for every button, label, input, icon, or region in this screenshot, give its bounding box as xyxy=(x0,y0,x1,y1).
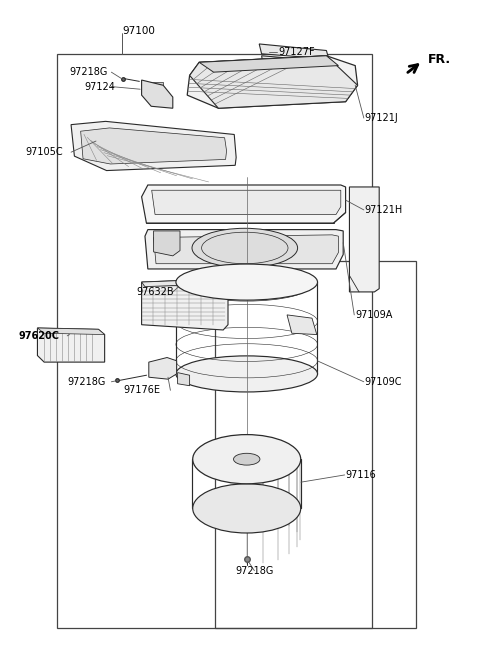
Text: 97124: 97124 xyxy=(84,81,115,92)
Text: 97218G: 97218G xyxy=(70,67,108,77)
Text: 97116: 97116 xyxy=(346,470,376,480)
Polygon shape xyxy=(154,235,338,264)
Ellipse shape xyxy=(176,356,318,392)
Polygon shape xyxy=(145,230,343,269)
Ellipse shape xyxy=(192,228,298,268)
Polygon shape xyxy=(178,373,190,386)
Bar xyxy=(143,82,163,94)
Text: 97218G: 97218G xyxy=(235,565,274,576)
Polygon shape xyxy=(154,231,180,256)
Bar xyxy=(355,211,370,223)
Polygon shape xyxy=(37,328,105,335)
Polygon shape xyxy=(37,328,105,362)
Text: FR.: FR. xyxy=(428,52,451,66)
Polygon shape xyxy=(142,80,173,108)
Bar xyxy=(355,254,370,266)
Ellipse shape xyxy=(192,484,300,533)
Text: 97105C: 97105C xyxy=(25,147,62,157)
Polygon shape xyxy=(262,56,334,69)
Polygon shape xyxy=(259,44,329,59)
Bar xyxy=(57,54,372,628)
Text: 97176E: 97176E xyxy=(124,385,161,396)
Ellipse shape xyxy=(176,264,318,300)
Polygon shape xyxy=(199,56,338,72)
Text: 97109A: 97109A xyxy=(355,310,393,320)
Text: 97632B: 97632B xyxy=(137,287,174,297)
Polygon shape xyxy=(152,190,341,215)
Polygon shape xyxy=(349,187,379,292)
Ellipse shape xyxy=(233,453,260,465)
Polygon shape xyxy=(142,279,228,330)
Polygon shape xyxy=(149,358,177,379)
Text: 97109C: 97109C xyxy=(365,377,402,387)
Text: 97620C: 97620C xyxy=(18,331,59,341)
Polygon shape xyxy=(190,56,358,108)
Polygon shape xyxy=(187,56,358,108)
Text: 97121H: 97121H xyxy=(365,205,403,215)
Polygon shape xyxy=(287,315,317,335)
Polygon shape xyxy=(142,185,346,223)
Polygon shape xyxy=(81,128,227,164)
Bar xyxy=(215,261,416,628)
Ellipse shape xyxy=(192,435,300,484)
Text: 97218G: 97218G xyxy=(67,377,106,387)
Polygon shape xyxy=(142,279,228,287)
Text: 97121J: 97121J xyxy=(365,113,398,123)
Text: 97100: 97100 xyxy=(122,26,155,37)
Text: 97127F: 97127F xyxy=(278,47,315,58)
Polygon shape xyxy=(71,121,236,171)
